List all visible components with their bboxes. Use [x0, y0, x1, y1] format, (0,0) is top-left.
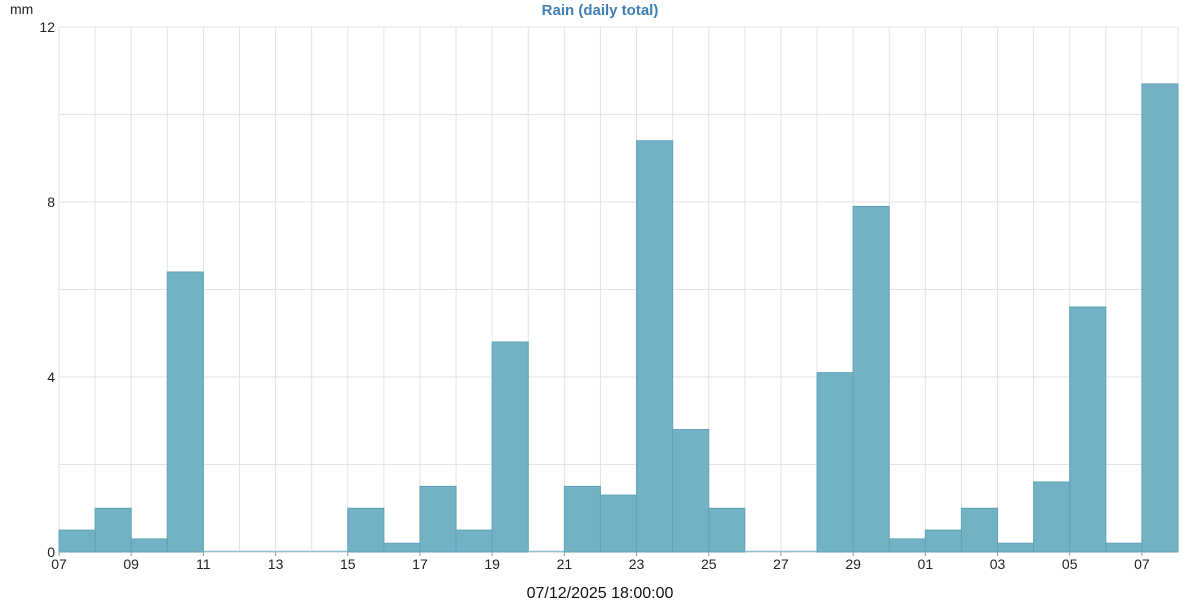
x-tick-label: 17: [412, 556, 428, 572]
timestamp-caption: 07/12/2025 18:00:00: [527, 585, 674, 600]
x-axis: 07 09 11 13 15 17 19 21 23 25 27 29 01 03 05 07: [51, 552, 1150, 572]
y-tick-label: 4: [47, 369, 55, 385]
bar: [491, 341, 529, 553]
bar: [888, 538, 926, 553]
x-tick-label: 01: [918, 556, 934, 572]
x-tick-label: 07: [51, 556, 67, 572]
x-tick-label: 19: [484, 556, 500, 572]
bars: [58, 83, 1179, 553]
bar: [94, 507, 132, 553]
bar: [130, 538, 168, 553]
bar: [1069, 306, 1107, 553]
x-tick-label: 25: [701, 556, 717, 572]
bar: [563, 485, 601, 553]
bar: [816, 372, 854, 553]
bar: [599, 494, 638, 553]
bar: [58, 529, 96, 553]
bar: [166, 271, 204, 553]
x-tick-label: 21: [557, 556, 573, 572]
bar: [1141, 83, 1179, 553]
bar: [455, 529, 493, 553]
bar: [383, 542, 421, 553]
x-tick-label: 03: [990, 556, 1006, 572]
x-tick-label: 07: [1134, 556, 1150, 572]
y-tick-label: 12: [39, 19, 55, 35]
bar: [852, 205, 890, 553]
bar: [419, 485, 457, 553]
bar: [708, 507, 746, 553]
bar: [1105, 542, 1143, 553]
grid: [58, 26, 1179, 553]
x-tick-label: 29: [845, 556, 861, 572]
x-tick-label: 13: [268, 556, 284, 572]
y-axis: 0 4 8 12: [39, 19, 55, 560]
y-unit-label: mm: [10, 1, 33, 17]
y-tick-label: 8: [47, 194, 55, 210]
x-tick-label: 11: [196, 556, 211, 572]
x-tick-label: 27: [773, 556, 789, 572]
bar: [347, 507, 385, 553]
bar: [1033, 481, 1071, 553]
x-tick-label: 09: [123, 556, 139, 572]
bar: [672, 429, 710, 553]
bar: [924, 529, 962, 553]
bar: [636, 140, 674, 553]
x-tick-label: 15: [340, 556, 356, 572]
chart-title: Rain (daily total): [542, 2, 659, 19]
x-tick-label: 05: [1062, 556, 1078, 572]
y-tick-label: 0: [47, 544, 55, 560]
bar: [997, 542, 1035, 553]
x-tick-label: 23: [629, 556, 645, 572]
bar: [960, 507, 999, 553]
